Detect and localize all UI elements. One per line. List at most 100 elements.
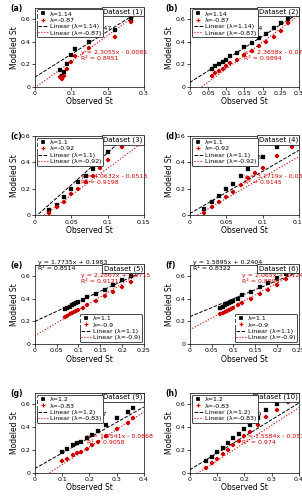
Point — [128, 278, 133, 285]
Point — [79, 448, 84, 456]
Point — [209, 64, 214, 72]
Point — [58, 72, 63, 80]
Point — [130, 414, 135, 422]
Point — [84, 434, 89, 442]
Y-axis label: Modeled St: Modeled St — [165, 412, 174, 454]
Legend: λ=1.1, λ=-0.9, Linear (λ=1.1), Linear (λ=-0.9): λ=1.1, λ=-0.9, Linear (λ=1.1), Linear (λ… — [79, 314, 142, 342]
Point — [202, 209, 207, 217]
X-axis label: Observed St: Observed St — [221, 483, 268, 492]
Point — [209, 452, 214, 460]
Point — [257, 290, 262, 298]
Point — [54, 204, 59, 212]
Text: y = 2.065x + 0.1246
R² = 0.8997: y = 2.065x + 0.1246 R² = 0.8997 — [242, 273, 302, 284]
Point — [59, 448, 64, 456]
Point — [79, 438, 84, 446]
Point — [120, 142, 124, 150]
Point — [215, 448, 220, 456]
Point — [111, 281, 116, 289]
Point — [229, 305, 234, 313]
Point — [120, 284, 124, 292]
Point — [69, 51, 74, 59]
Point — [93, 297, 98, 305]
Point — [264, 406, 269, 414]
Point — [231, 304, 236, 312]
Point — [72, 300, 76, 308]
Point — [47, 209, 52, 217]
Text: y = 3.1719x - 0.0305
R² = 0.9145: y = 3.1719x - 0.0305 R² = 0.9145 — [244, 174, 302, 185]
Text: y = 4.0632x - 0.0513
R² = 0.9198: y = 4.0632x - 0.0513 R² = 0.9198 — [81, 174, 147, 185]
Point — [204, 464, 209, 472]
Legend: λ=1.2, λ=-0.83, Linear (λ=1.2), Linear (λ=-0.83): λ=1.2, λ=-0.83, Linear (λ=1.2), Linear (… — [37, 395, 103, 423]
X-axis label: Observed St: Observed St — [66, 483, 113, 492]
Legend: λ=1.14, λ=-0.87, Linear (λ=1.14), Linear (λ=-0.87): λ=1.14, λ=-0.87, Linear (λ=1.14), Linear… — [37, 10, 103, 38]
Point — [253, 158, 258, 166]
Point — [61, 72, 66, 80]
Point — [95, 426, 100, 434]
Point — [275, 406, 280, 414]
Text: y = 2.3658x - 0.0778
R² = 0.9894: y = 2.3658x - 0.0778 R² = 0.9894 — [244, 50, 302, 62]
Point — [227, 299, 232, 307]
X-axis label: Observed St: Observed St — [221, 98, 268, 106]
Point — [65, 60, 70, 68]
Point — [235, 49, 239, 57]
X-axis label: Observed St: Observed St — [66, 226, 113, 235]
Point — [67, 310, 72, 318]
Y-axis label: Modeled St: Modeled St — [10, 26, 19, 68]
Point — [103, 421, 108, 429]
Point — [74, 299, 79, 307]
Point — [128, 272, 133, 280]
Point — [224, 307, 229, 315]
Point — [76, 306, 81, 314]
Point — [54, 201, 59, 209]
Point — [266, 286, 271, 294]
Point — [266, 278, 271, 286]
Point — [236, 294, 240, 302]
Point — [238, 181, 243, 189]
Point — [130, 404, 135, 412]
Point — [224, 300, 229, 308]
Point — [90, 442, 95, 450]
Point — [249, 294, 253, 302]
Point — [229, 298, 234, 306]
Text: y = 1.5541x - 0.0868
R² = 0.9058: y = 1.5541x - 0.0868 R² = 0.9058 — [87, 434, 153, 444]
Point — [72, 52, 77, 60]
Text: Dataset (6): Dataset (6) — [259, 266, 298, 272]
Point — [264, 38, 269, 46]
Y-axis label: Modeled St: Modeled St — [10, 283, 19, 326]
Point — [217, 198, 221, 206]
Point — [275, 142, 280, 150]
Point — [204, 457, 209, 465]
Point — [129, 15, 133, 23]
Point — [129, 18, 133, 26]
Point — [71, 442, 76, 450]
Point — [83, 178, 88, 186]
Point — [98, 164, 103, 172]
X-axis label: Observed St: Observed St — [221, 354, 268, 364]
Point — [220, 58, 225, 66]
Point — [218, 304, 223, 312]
Point — [69, 185, 74, 193]
Point — [90, 431, 95, 439]
Text: y = 2.0245x + 0.0847
R² = 0.7906: y = 2.0245x + 0.0847 R² = 0.7906 — [42, 26, 112, 38]
Point — [284, 276, 288, 283]
Point — [255, 421, 260, 429]
Text: y = 4.8818x - 0.0151
R² = 0.976: y = 4.8818x - 0.0151 R² = 0.976 — [37, 155, 103, 166]
Point — [275, 281, 280, 289]
Text: Dataset (3): Dataset (3) — [104, 137, 143, 143]
Point — [235, 56, 239, 64]
Point — [260, 153, 265, 161]
Point — [71, 452, 76, 460]
Point — [112, 33, 117, 41]
Point — [47, 206, 52, 214]
Point — [102, 286, 107, 294]
Point — [69, 190, 74, 198]
Point — [69, 302, 74, 310]
Point — [111, 288, 116, 296]
Point — [103, 432, 108, 440]
Point — [85, 302, 90, 310]
Text: y = 1.5895x + 0.2404
R² = 0.8322: y = 1.5895x + 0.2404 R² = 0.8322 — [193, 260, 262, 271]
Point — [224, 185, 229, 193]
Point — [220, 302, 225, 310]
Y-axis label: Modeled St: Modeled St — [165, 283, 174, 326]
Point — [209, 198, 214, 206]
